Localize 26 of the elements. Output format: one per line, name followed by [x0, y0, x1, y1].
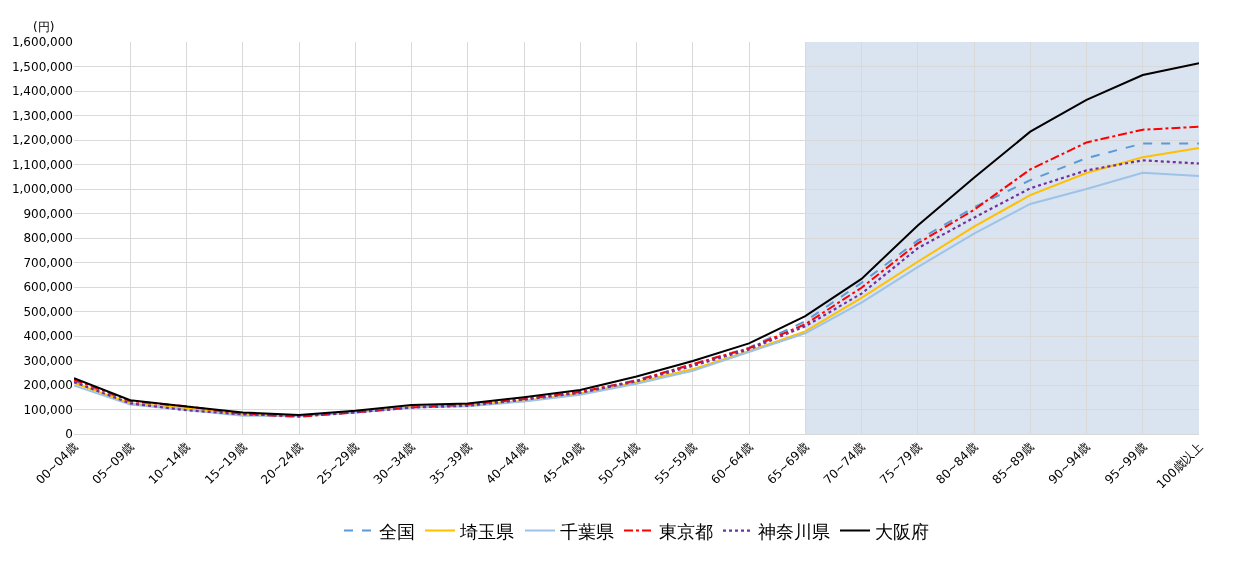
legend-label: 埼玉県 — [459, 520, 514, 542]
legend-label: 全国 — [379, 520, 415, 542]
legend-label: 神奈川県 — [758, 520, 830, 542]
y-tick-label: 1,200,000 — [11, 133, 73, 148]
y-tick-label: 1,600,000 — [11, 35, 73, 50]
legend-label: 大阪府 — [875, 520, 929, 542]
y-tick-label: 800,000 — [23, 231, 73, 246]
y-tick-label: 700,000 — [23, 255, 73, 270]
y-tick-label: 1,500,000 — [11, 59, 73, 74]
y-tick-label: 900,000 — [23, 206, 73, 221]
y-axis-title: (円) — [33, 20, 55, 34]
x-tick-label: 100歳以上 — [1153, 439, 1206, 492]
y-tick-label: 1,100,000 — [11, 157, 73, 172]
y-tick-label: 0 — [65, 427, 73, 442]
legend-label: 千葉県 — [560, 520, 614, 542]
y-tick-label: 200,000 — [23, 378, 73, 393]
y-tick-label: 100,000 — [23, 402, 73, 417]
y-tick-label: 1,300,000 — [11, 108, 73, 123]
line-series — [74, 62, 1199, 416]
y-tick-label: 300,000 — [23, 353, 73, 368]
y-tick-label: 1,400,000 — [11, 84, 73, 99]
y-tick-label: 400,000 — [23, 329, 73, 344]
legend-label: 東京都 — [659, 520, 713, 542]
y-tick-label: 500,000 — [23, 304, 73, 319]
y-tick-label: 1,000,000 — [11, 182, 73, 197]
y-tick-label: 600,000 — [23, 280, 73, 295]
